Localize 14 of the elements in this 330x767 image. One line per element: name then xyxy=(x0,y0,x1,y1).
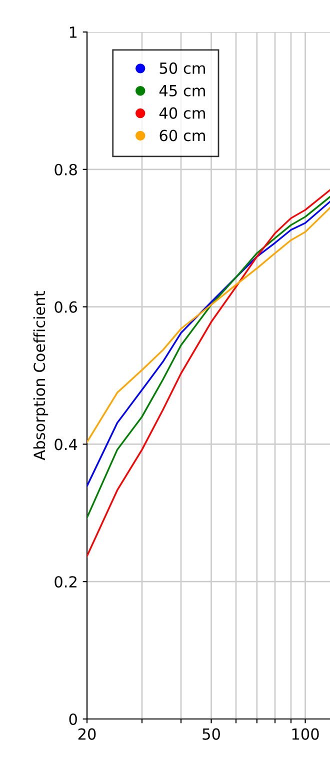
x-tick-label: 100 xyxy=(292,728,319,740)
legend-label: 40 cm xyxy=(159,107,205,119)
legend-label: 60 cm xyxy=(160,130,205,142)
y-axis-title: Absorption Coefficient xyxy=(33,291,48,460)
y-tick-label: 1 xyxy=(70,26,77,38)
y-tick-label: 0 xyxy=(69,713,77,726)
y-tick-label: 0.6 xyxy=(54,301,78,313)
legend-label: 50 cm xyxy=(160,62,205,74)
y-tick-label: 0.8 xyxy=(54,164,77,176)
y-tick-label: 0.4 xyxy=(54,438,78,450)
x-tick-label: 50 xyxy=(202,728,220,740)
y-tick-label: 0.2 xyxy=(54,576,76,588)
legend-label: 45 cm xyxy=(159,85,205,96)
x-tick-label: 20 xyxy=(78,728,96,740)
